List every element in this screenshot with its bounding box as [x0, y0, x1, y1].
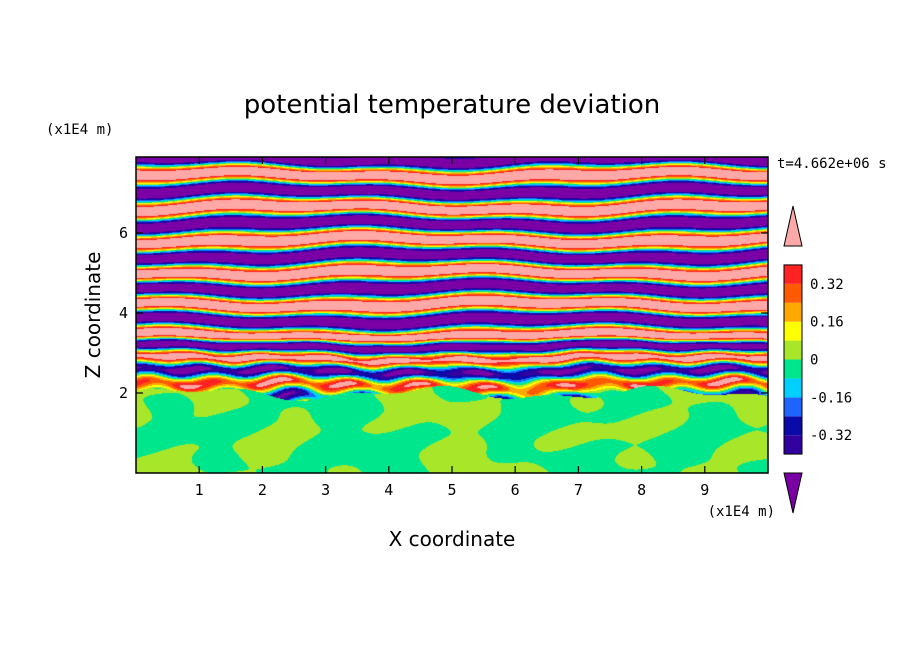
x-tick-label: 1 [195, 481, 204, 499]
y-unit-label: (x1E4 m) [46, 122, 113, 138]
y-tick-label: 4 [119, 304, 128, 322]
x-unit-label: (x1E4 m) [708, 504, 775, 520]
y-tick-label: 2 [119, 384, 128, 402]
y-tick-label: 6 [119, 224, 128, 242]
colorbar-swatch [784, 435, 802, 455]
colorbar-tick-label: 0.16 [810, 315, 844, 331]
time-label: t=4.662e+06 s [777, 156, 887, 172]
x-tick-label: 7 [574, 481, 583, 499]
colorbar-extend-high [783, 205, 803, 247]
colorbar-swatch [784, 416, 802, 436]
colorbar-tick-label: -0.32 [810, 428, 852, 444]
colorbar-tick-label: 0.32 [810, 277, 844, 293]
axis-ticks: 1 2 3 4 5 6 7 8 9 2 4 6 [119, 157, 768, 499]
colorbar-swatch [784, 340, 802, 360]
colorbar-swatch [784, 264, 802, 284]
colorbar-extend-low [783, 472, 803, 514]
colorbar-swatch [784, 397, 802, 417]
x-tick-label: 6 [511, 481, 520, 499]
colorbar-swatch [784, 321, 802, 341]
plot-area [136, 157, 768, 473]
colorbar-swatch [784, 378, 802, 398]
x-tick-label: 3 [321, 481, 330, 499]
colorbar-tick-label: -0.16 [810, 390, 852, 406]
x-tick-label: 5 [447, 481, 456, 499]
colorbar: 0.32 0.16 0 -0.16 -0.32 [783, 205, 852, 514]
chart-title: potential temperature deviation [244, 90, 660, 120]
colorbar-swatch [784, 283, 802, 303]
y-axis-label: Z coordinate [81, 252, 105, 379]
colorbar-swatch [784, 302, 802, 322]
x-tick-label: 2 [258, 481, 267, 499]
colorbar-tick-label: 0 [810, 353, 818, 369]
colorbar-swatch [784, 359, 802, 379]
colorbar-frame [783, 264, 803, 455]
x-tick-label: 9 [700, 481, 709, 499]
x-tick-label: 8 [637, 481, 646, 499]
x-axis-label: X coordinate [389, 527, 516, 551]
temperature-field [136, 157, 768, 473]
x-tick-label: 4 [384, 481, 393, 499]
